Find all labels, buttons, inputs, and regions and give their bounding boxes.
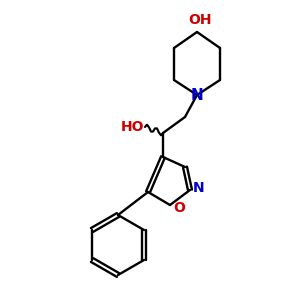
Text: N: N: [190, 88, 203, 104]
Text: O: O: [173, 201, 185, 215]
Text: HO: HO: [121, 120, 145, 134]
Text: OH: OH: [188, 13, 212, 27]
Text: N: N: [193, 181, 205, 195]
